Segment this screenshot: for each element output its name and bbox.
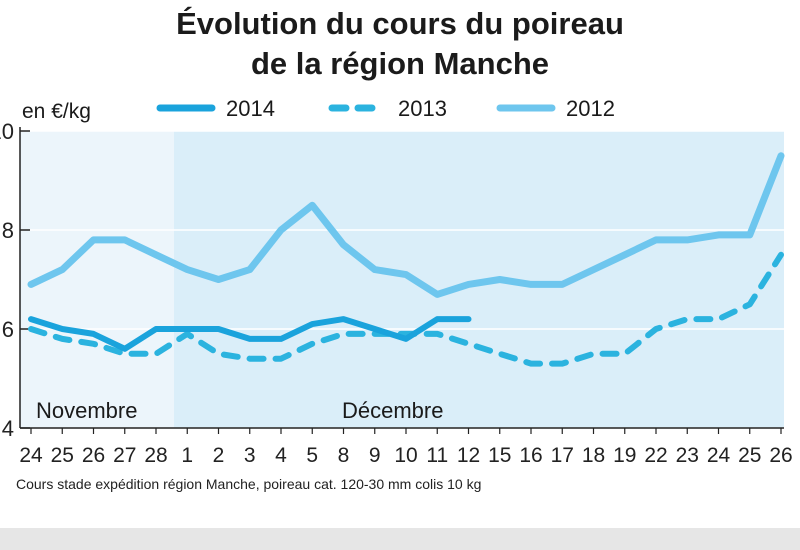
series-line-2012 [27,152,785,298]
month-label: Novembre [36,398,137,423]
series-line-2013 [28,251,784,367]
chart-title: Évolution du cours du poireau de la régi… [0,4,800,84]
y-tick-label: 8 [2,218,14,243]
x-tick-label: 26 [769,444,792,467]
x-tick-label: 12 [457,444,480,467]
x-tick-label: 11 [426,444,448,467]
x-tick-label: 16 [519,444,542,467]
x-tick-label: 23 [676,444,699,467]
x-tick-label: 19 [613,444,636,467]
x-tick-label: 24 [707,444,731,467]
x-tick-label: 28 [144,444,167,467]
legend-label-2012: 2012 [566,96,615,121]
x-tick-label: 24 [19,444,43,467]
legend: 2014 2013 2012 [156,96,615,121]
chart-title-line-1: Évolution du cours du poireau [176,6,624,41]
chart-title-line-2: de la région Manche [250,46,549,81]
x-tick-label: 27 [113,444,136,467]
x-tick-label: 10 [394,444,417,467]
x-tick-label: 25 [51,444,74,467]
bottom-strip [0,528,800,550]
legend-label-2013: 2013 [398,96,447,121]
y-tick-label: 4 [2,416,14,441]
x-tick-label: 2 [213,444,225,467]
x-tick-label: 18 [582,444,605,467]
chart-note: Cours stade expédition région Manche, po… [16,476,482,492]
x-tick-label: 22 [644,444,667,467]
x-tick-label: 17 [551,444,574,467]
x-tick-label: 15 [488,444,511,467]
x-tick-label: 4 [275,444,287,467]
x-tick-label: 25 [738,444,761,467]
series-line-2014 [28,316,472,352]
labels: 1086424252627281234589101112151617181922… [0,100,793,467]
y-tick-label: 10 [0,119,14,144]
month-label: Décembre [342,398,443,423]
x-tick-label: 26 [82,444,105,467]
x-tick-label: 1 [181,444,193,467]
axes [19,127,784,434]
x-tick-label: 8 [338,444,350,467]
series-lines [27,152,785,367]
y-axis-label: en €/kg [22,100,91,123]
x-tick-label: 5 [306,444,318,467]
x-tick-label: 3 [244,444,256,467]
y-tick-label: 6 [2,317,14,342]
x-tick-label: 9 [369,444,381,467]
legend-label-2014: 2014 [226,96,275,121]
